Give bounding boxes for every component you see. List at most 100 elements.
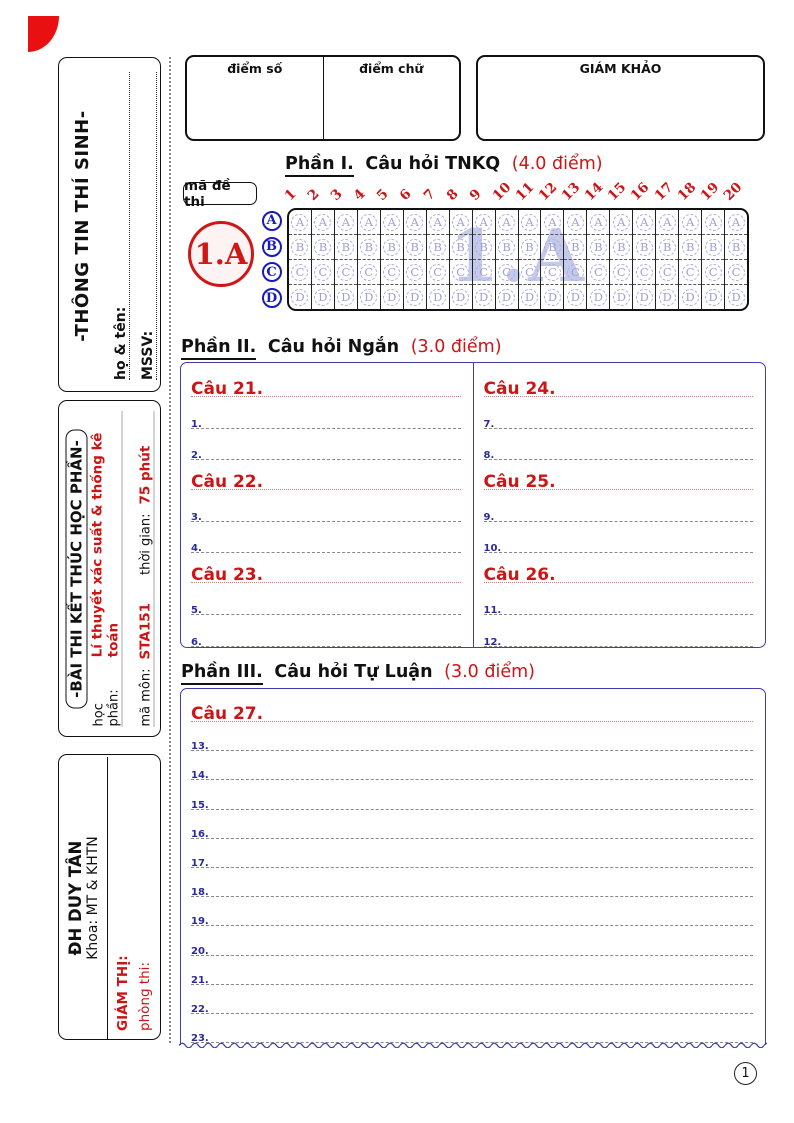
student-id-field[interactable]: MSSV: — [129, 71, 157, 380]
bubble-q2-D[interactable]: D — [314, 288, 332, 306]
bubble-q10-D[interactable]: D — [498, 288, 516, 306]
essay-line-20[interactable]: 20. — [191, 926, 753, 956]
answer-line-3[interactable]: 3. — [191, 490, 461, 522]
answer-line-8[interactable]: 8. — [483, 429, 753, 461]
essay-line-13[interactable]: 13. — [191, 722, 753, 752]
essay-line-22[interactable]: 22. — [191, 985, 753, 1014]
bubble-q17-C[interactable]: C — [658, 263, 676, 281]
bubble-q20-B[interactable]: B — [727, 238, 745, 256]
bubble-q2-B[interactable]: B — [314, 238, 332, 256]
bubble-q1-B[interactable]: B — [291, 238, 309, 256]
bubble-q12-B[interactable]: B — [543, 238, 561, 256]
bubble-q13-A[interactable]: A — [566, 213, 584, 231]
bubble-q18-D[interactable]: D — [681, 288, 699, 306]
bubble-q3-A[interactable]: A — [337, 213, 355, 231]
bubble-q9-B[interactable]: B — [475, 238, 493, 256]
bubble-q8-C[interactable]: C — [452, 263, 470, 281]
bubble-q16-B[interactable]: B — [635, 238, 653, 256]
essay-line-18[interactable]: 18. — [191, 868, 753, 898]
bubble-q5-C[interactable]: C — [383, 263, 401, 281]
answer-line-4[interactable]: 4. — [191, 522, 461, 554]
answer-line-12[interactable]: 12. — [483, 615, 753, 647]
bubble-q14-C[interactable]: C — [589, 263, 607, 281]
bubble-q6-D[interactable]: D — [406, 288, 424, 306]
bubble-q4-A[interactable]: A — [360, 213, 378, 231]
bubble-q7-C[interactable]: C — [429, 263, 447, 281]
bubble-q11-D[interactable]: D — [521, 288, 538, 306]
bubble-q17-A[interactable]: A — [658, 213, 676, 231]
bubble-q18-B[interactable]: B — [681, 238, 699, 256]
bubble-q17-D[interactable]: D — [658, 288, 676, 306]
bubble-q9-C[interactable]: C — [475, 263, 493, 281]
bubble-q1-C[interactable]: C — [291, 263, 309, 281]
bubble-q9-D[interactable]: D — [475, 288, 493, 306]
bubble-q19-A[interactable]: A — [704, 213, 722, 231]
bubble-q14-D[interactable]: D — [589, 288, 607, 306]
bubble-q11-B[interactable]: B — [521, 238, 538, 256]
bubble-q15-B[interactable]: B — [612, 238, 630, 256]
essay-line-19[interactable]: 19. — [191, 897, 753, 927]
answer-line-5[interactable]: 5. — [191, 583, 461, 615]
bubble-q12-D[interactable]: D — [543, 288, 561, 306]
bubble-q10-B[interactable]: B — [498, 238, 516, 256]
bubble-q8-B[interactable]: B — [452, 238, 470, 256]
bubble-q7-B[interactable]: B — [429, 238, 447, 256]
answer-line-6[interactable]: 6. — [191, 615, 461, 647]
bubble-q16-D[interactable]: D — [635, 288, 653, 306]
bubble-q5-A[interactable]: A — [383, 213, 401, 231]
answer-line-11[interactable]: 11. — [483, 583, 753, 615]
bubble-q17-B[interactable]: B — [658, 238, 676, 256]
answer-line-10[interactable]: 10. — [483, 522, 753, 554]
essay-line-17[interactable]: 17. — [191, 839, 753, 868]
student-name-field[interactable]: họ & tên: — [102, 71, 130, 380]
essay-line-21[interactable]: 21. — [191, 956, 753, 985]
bubble-q20-C[interactable]: C — [727, 263, 745, 281]
bubble-q7-D[interactable]: D — [429, 288, 447, 306]
bubble-q14-A[interactable]: A — [589, 213, 607, 231]
bubble-q2-C[interactable]: C — [314, 263, 332, 281]
bubble-q6-B[interactable]: B — [406, 238, 424, 256]
bubble-q9-A[interactable]: A — [475, 213, 493, 231]
bubble-q12-C[interactable]: C — [543, 263, 561, 281]
bubble-q10-C[interactable]: C — [498, 263, 516, 281]
bubble-q15-C[interactable]: C — [612, 263, 630, 281]
essay-line-15[interactable]: 15. — [191, 780, 753, 810]
bubble-q8-A[interactable]: A — [452, 213, 470, 231]
bubble-q20-D[interactable]: D — [727, 288, 745, 306]
bubble-q13-C[interactable]: C — [566, 263, 584, 281]
bubble-q19-C[interactable]: C — [704, 263, 722, 281]
bubble-q1-D[interactable]: D — [291, 288, 309, 306]
bubble-q6-A[interactable]: A — [406, 213, 424, 231]
bubble-q13-D[interactable]: D — [566, 288, 584, 306]
bubble-q19-B[interactable]: B — [704, 238, 722, 256]
bubble-q11-C[interactable]: C — [521, 263, 538, 281]
bubble-q3-D[interactable]: D — [337, 288, 355, 306]
bubble-q12-A[interactable]: A — [543, 213, 561, 231]
answer-line-9[interactable]: 9. — [483, 490, 753, 522]
bubble-q7-A[interactable]: A — [429, 213, 447, 231]
bubble-q2-A[interactable]: A — [314, 213, 332, 231]
bubble-q5-D[interactable]: D — [383, 288, 401, 306]
bubble-q6-C[interactable]: C — [406, 263, 424, 281]
bubble-q4-B[interactable]: B — [360, 238, 378, 256]
bubble-q3-C[interactable]: C — [337, 263, 355, 281]
bubble-q19-D[interactable]: D — [704, 288, 722, 306]
essay-line-16[interactable]: 16. — [191, 810, 753, 839]
bubble-q10-A[interactable]: A — [498, 213, 516, 231]
bubble-q13-B[interactable]: B — [566, 238, 584, 256]
answer-line-2[interactable]: 2. — [191, 429, 461, 461]
answer-line-7[interactable]: 7. — [483, 397, 753, 429]
bubble-q8-D[interactable]: D — [452, 288, 470, 306]
answer-line-1[interactable]: 1. — [191, 397, 461, 429]
essay-line-14[interactable]: 14. — [191, 751, 753, 781]
bubble-q15-D[interactable]: D — [612, 288, 630, 306]
bubble-q18-C[interactable]: C — [681, 263, 699, 281]
bubble-q5-B[interactable]: B — [383, 238, 401, 256]
bubble-q4-C[interactable]: C — [360, 263, 378, 281]
bubble-q14-B[interactable]: B — [589, 238, 607, 256]
bubble-q20-A[interactable]: A — [727, 213, 745, 231]
bubble-q16-C[interactable]: C — [635, 263, 653, 281]
bubble-q18-A[interactable]: A — [681, 213, 699, 231]
bubble-q16-A[interactable]: A — [635, 213, 653, 231]
bubble-q3-B[interactable]: B — [337, 238, 355, 256]
